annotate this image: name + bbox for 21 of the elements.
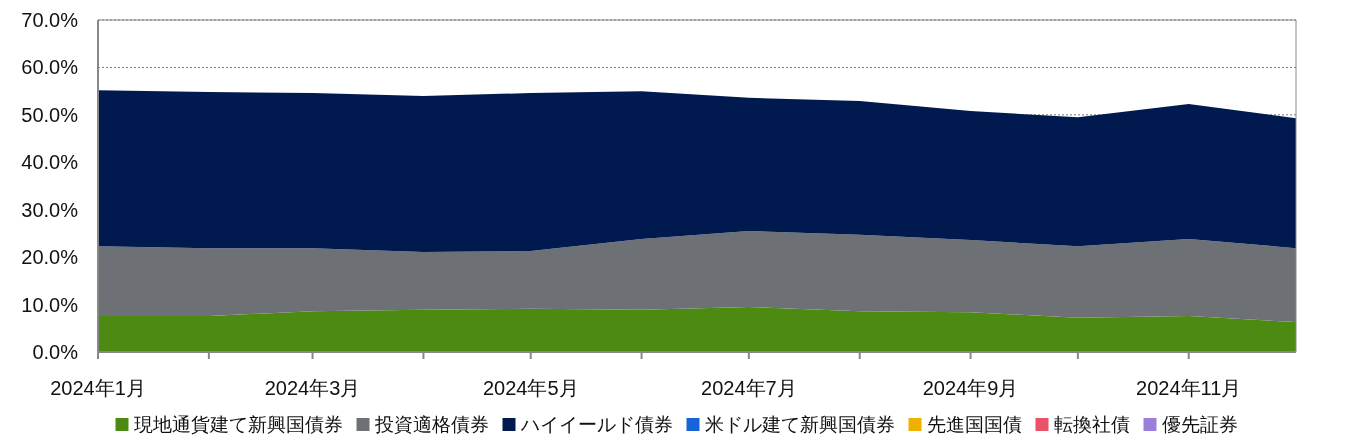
x-tick-label: 2024年7月 (701, 377, 797, 399)
x-tick-label: 2024年3月 (264, 377, 361, 399)
legend-label: 現地通貨建て新興国債券 (133, 414, 343, 435)
x-tick-label: 2024年9月 (922, 377, 1019, 399)
x-tick-label: 2024年5月 (482, 377, 579, 399)
y-tick-label: 30.0% (21, 198, 79, 221)
legend-label: 優先証券 (1161, 414, 1238, 435)
legend-label: ハイイールド債券 (519, 414, 673, 435)
y-tick-label: 70.0% (21, 9, 79, 31)
legend-label: 米ドル建て新興国債券 (704, 414, 895, 435)
legend-label: 転換社債 (1053, 414, 1130, 435)
y-tick-label: 0.0% (32, 341, 79, 363)
legend-label: 先進国国債 (926, 414, 1022, 435)
y-tick-label: 10.0% (21, 293, 79, 316)
y-tick-label: 40.0% (21, 151, 79, 174)
y-tick-label: 50.0% (21, 103, 79, 126)
legend-label: 投資適格債券 (373, 414, 489, 435)
x-tick-label: 2024年1月 (50, 377, 146, 399)
x-tick-label: 2024年11月 (1136, 377, 1242, 399)
y-tick-label: 20.0% (21, 246, 79, 269)
y-tick-label: 60.0% (21, 56, 79, 79)
